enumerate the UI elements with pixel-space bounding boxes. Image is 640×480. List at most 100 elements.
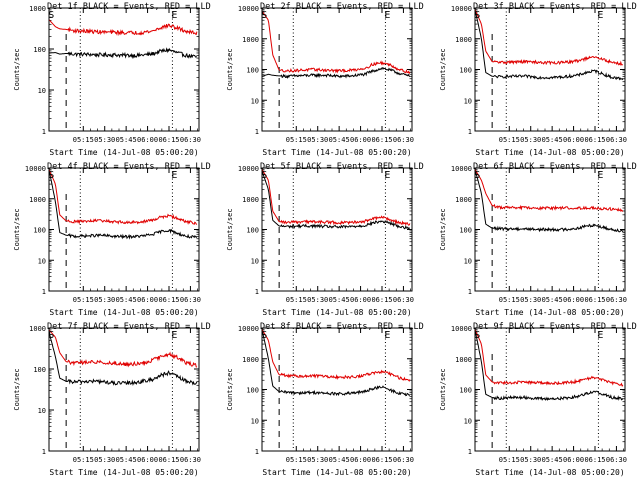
x-tick-label: 06:30 <box>393 136 414 144</box>
y-tick-label: 100 <box>33 46 46 54</box>
x-axis-label: Start Time (14-Jul-08 05:00:20) <box>49 468 198 477</box>
y-tick-label: 10000 <box>451 165 472 173</box>
y-tick-label: 100 <box>459 227 472 235</box>
plot-frame <box>474 167 626 292</box>
series-line-lld <box>49 169 198 225</box>
x-axis-label: Start Time (14-Jul-08 05:00:20) <box>262 468 411 477</box>
y-tick-label: 1 <box>42 288 46 296</box>
marker-s: S <box>48 330 54 341</box>
detector-panel-5: Det 5f BLACK = Events, RED = LLD Counts/s… <box>226 162 424 317</box>
x-axis-label: Start Time (14-Jul-08 05:00:20) <box>475 148 624 157</box>
y-tick-label: 100 <box>246 67 259 75</box>
y-tick-label: 10 <box>38 407 46 415</box>
panel-title: Det 3f BLACK = Events, RED = LLD <box>473 2 637 12</box>
marker-e: E <box>597 10 603 21</box>
series-line-events <box>262 66 411 80</box>
x-tick-label: 06:00 <box>563 296 584 304</box>
y-tick-label: 1 <box>255 128 259 136</box>
series-line-lld <box>475 329 624 387</box>
x-tick-label: 06:30 <box>180 456 201 464</box>
series-line-lld <box>262 169 411 226</box>
x-tick-label: 06:15 <box>158 296 179 304</box>
y-tick-label: 10000 <box>238 165 259 173</box>
panel-title: Det 1f BLACK = Events, RED = LLD <box>47 2 211 12</box>
x-tick-label: 05:30 <box>307 456 328 464</box>
x-axis-label: Start Time (14-Jul-08 05:00:20) <box>49 148 198 157</box>
series-line-lld <box>262 10 411 75</box>
marker-e: E <box>171 10 177 21</box>
plot-frame <box>261 327 413 452</box>
y-axis-label: Counts/sec <box>439 48 447 90</box>
y-axis-label: Counts/sec <box>439 208 447 250</box>
x-tick-label: 06:00 <box>350 136 371 144</box>
detector-panel-3: Det 3f BLACK = Events, RED = LLD Counts/s… <box>439 2 637 157</box>
y-tick-label: 1 <box>468 448 472 456</box>
panel-title: Det 9f BLACK = Events, RED = LLD <box>473 322 637 332</box>
detector-panel-6: Det 6f BLACK = Events, RED = LLD Counts/s… <box>439 162 637 317</box>
x-tick-label: 06:00 <box>137 456 158 464</box>
x-tick-label: 05:45 <box>329 136 350 144</box>
x-tick-label: 06:15 <box>158 136 179 144</box>
x-tick-label: 06:30 <box>180 136 201 144</box>
series-line-events <box>49 331 198 386</box>
series-line-events <box>475 169 624 233</box>
x-tick-label: 05:15 <box>286 296 307 304</box>
x-tick-label: 06:30 <box>393 456 414 464</box>
marker-s: S <box>474 10 480 21</box>
y-tick-label: 1 <box>468 128 472 136</box>
x-tick-label: 06:15 <box>371 296 392 304</box>
x-tick-label: 05:15 <box>499 296 520 304</box>
y-tick-label: 1000 <box>455 36 472 44</box>
x-tick-label: 05:45 <box>329 296 350 304</box>
marker-s: S <box>474 330 480 341</box>
marker-e: E <box>384 10 390 21</box>
x-tick-label: 05:15 <box>73 136 94 144</box>
panel-title: Det 8f BLACK = Events, RED = LLD <box>260 322 424 332</box>
x-tick-label: 06:15 <box>371 136 392 144</box>
detector-panel-9: Det 9f BLACK = Events, RED = LLD Counts/s… <box>439 322 637 477</box>
y-tick-label: 1000 <box>29 5 46 13</box>
x-tick-label: 05:45 <box>116 296 137 304</box>
series-line-lld <box>262 329 411 382</box>
y-axis-label: Counts/sec <box>226 48 234 90</box>
y-tick-label: 1000 <box>29 196 46 204</box>
y-axis-label: Counts/sec <box>13 208 21 250</box>
y-tick-label: 100 <box>246 227 259 235</box>
y-tick-label: 10 <box>464 97 472 105</box>
detector-panel-2: Det 2f BLACK = Events, RED = LLD Counts/s… <box>226 2 424 157</box>
x-tick-label: 05:15 <box>499 456 520 464</box>
y-tick-label: 10 <box>38 257 46 265</box>
y-tick-label: 100 <box>246 387 259 395</box>
x-tick-label: 06:30 <box>606 296 627 304</box>
y-tick-label: 100 <box>459 67 472 75</box>
y-tick-label: 1000 <box>242 356 259 364</box>
y-tick-label: 10000 <box>238 5 259 13</box>
series-line-events <box>49 47 198 60</box>
marker-s: S <box>48 10 54 21</box>
detector-panel-8: Det 8f BLACK = Events, RED = LLD Counts/s… <box>226 322 424 477</box>
x-tick-label: 05:30 <box>520 296 541 304</box>
y-tick-label: 10 <box>38 87 46 95</box>
panel-title: Det 7f BLACK = Events, RED = LLD <box>47 322 211 332</box>
x-axis-label: Start Time (14-Jul-08 05:00:20) <box>49 308 198 317</box>
y-tick-label: 10 <box>251 97 259 105</box>
x-tick-label: 05:15 <box>73 456 94 464</box>
marker-s: S <box>48 170 54 181</box>
detector-panel-1: Det 1f BLACK = Events, RED = LLD Counts/s… <box>13 2 211 157</box>
x-tick-label: 05:45 <box>116 136 137 144</box>
plot-frame <box>48 327 200 452</box>
y-tick-label: 1 <box>468 288 472 296</box>
marker-e: E <box>597 170 603 181</box>
panel-title: Det 2f BLACK = Events, RED = LLD <box>260 2 424 12</box>
x-tick-label: 06:00 <box>137 136 158 144</box>
y-tick-label: 10 <box>464 257 472 265</box>
y-tick-label: 10000 <box>238 325 259 333</box>
detector-panel-7: Det 7f BLACK = Events, RED = LLD Counts/s… <box>13 322 211 477</box>
y-axis-label: Counts/sec <box>226 208 234 250</box>
plot-frame <box>261 7 413 132</box>
x-axis-label: Start Time (14-Jul-08 05:00:20) <box>262 148 411 157</box>
x-tick-label: 05:30 <box>94 136 115 144</box>
x-tick-label: 05:45 <box>542 456 563 464</box>
series-line-lld <box>475 169 624 213</box>
x-tick-label: 06:30 <box>606 136 627 144</box>
